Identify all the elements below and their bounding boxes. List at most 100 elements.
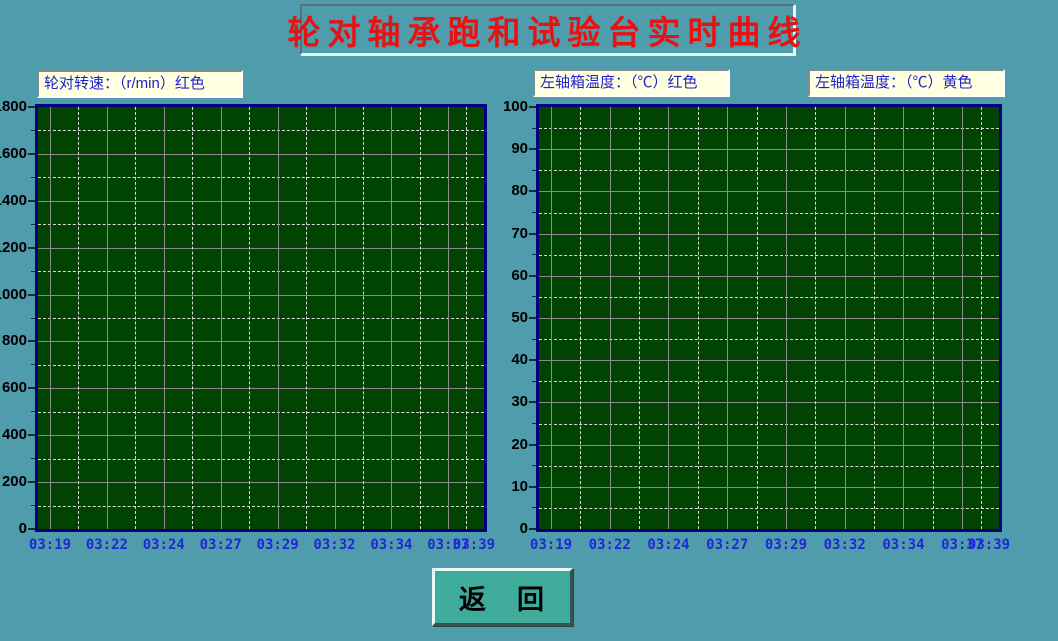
h-gridline (38, 482, 484, 484)
v-gridline (903, 107, 905, 529)
y-tick-mark-minor (532, 380, 536, 382)
h-gridline-minor (38, 271, 484, 273)
x-tick-label: 03:32 (823, 537, 866, 553)
y-tick-mark-minor (31, 317, 35, 319)
y-tick-mark-minor (532, 296, 536, 298)
legend-temp-yellow: 左轴箱温度：（℃）黄色 (808, 69, 1005, 97)
v-gridline-minor (135, 107, 137, 529)
y-tick-label: 40 (511, 351, 528, 369)
v-gridline (727, 107, 729, 529)
y-tick-mark-minor (31, 364, 35, 366)
v-gridline (277, 107, 279, 529)
h-gridline (539, 360, 999, 362)
x-tick-label: 03:39 (967, 537, 1011, 553)
x-tick-label: 03:37 (941, 537, 984, 553)
h-gridline (539, 402, 999, 404)
h-gridline (539, 233, 999, 235)
return-button[interactable]: 返 回 (432, 568, 573, 626)
h-gridline (38, 341, 484, 343)
h-gridline (38, 388, 484, 390)
h-gridline-minor (38, 411, 484, 413)
y-tick-mark (28, 199, 35, 202)
x-tick-label: 03:27 (199, 537, 242, 553)
x-tick-label: 03:34 (370, 537, 413, 553)
v-gridline-minor (756, 107, 758, 529)
h-gridline-minor (539, 507, 999, 509)
y-tick-label: 60 (511, 266, 528, 284)
legend-temp-red: 左轴箱温度：（℃）红色 (533, 69, 730, 97)
x-tick-label: 03:34 (882, 537, 925, 553)
y-tick-label: 1800 (0, 98, 27, 115)
legend-speed-red: 轮对转速：（r/min）红色 (37, 70, 243, 98)
y-tick-mark-minor (532, 338, 536, 340)
v-gridline (448, 107, 450, 529)
x-tick-label: 03:29 (256, 537, 299, 553)
h-gridline-minor (539, 296, 999, 298)
y-tick-mark-minor (31, 176, 35, 178)
x-tick-label: 03:24 (142, 537, 185, 553)
v-gridline-minor (78, 107, 80, 529)
v-gridline-minor (419, 107, 421, 529)
h-gridline-minor (539, 170, 999, 172)
v-gridline (106, 107, 108, 529)
y-tick-mark-minor (532, 254, 536, 256)
y-tick-label: 1600 (0, 144, 27, 162)
v-gridline-minor (980, 107, 982, 529)
h-gridline (38, 153, 484, 155)
h-gridline (38, 200, 484, 202)
h-gridline-minor (539, 212, 999, 214)
h-gridline (539, 486, 999, 488)
x-tick-label: 03:37 (427, 537, 470, 553)
h-gridline-minor (539, 128, 999, 130)
y-tick-mark-minor (31, 411, 35, 413)
x-tick-label: 03:24 (647, 537, 690, 553)
y-tick-label: 100 (502, 98, 528, 115)
x-tick-label: 03:32 (313, 537, 356, 553)
v-gridline-minor (306, 107, 308, 529)
y-tick-mark (28, 340, 35, 343)
h-gridline-minor (38, 505, 484, 507)
y-tick-label: 0 (18, 520, 27, 537)
y-tick-mark (529, 106, 536, 108)
v-gridline-minor (192, 107, 194, 529)
h-gridline (539, 275, 999, 277)
y-tick-mark-minor (532, 423, 536, 424)
v-gridline (391, 107, 393, 529)
h-gridline (38, 435, 484, 437)
y-tick-mark (529, 485, 536, 488)
h-gridline-minor (539, 423, 999, 425)
y-tick-label: 20 (511, 435, 528, 453)
x-tick-label: 03:19 (529, 537, 573, 553)
v-gridline (163, 107, 165, 529)
y-tick-label: 1400 (0, 191, 27, 209)
y-tick-mark-minor (532, 169, 536, 171)
y-tick-mark (529, 359, 536, 362)
y-tick-mark (529, 401, 536, 404)
h-gridline (539, 444, 999, 446)
y-tick-mark-minor (31, 505, 35, 507)
x-tick-label: 03:22 (588, 537, 631, 553)
title-banner: 轮对轴承跑和试验台实时曲线 (288, 4, 801, 55)
y-tick-label: 50 (511, 309, 528, 326)
y-tick-mark-minor (31, 458, 35, 460)
h-gridline (38, 294, 484, 296)
v-gridline-minor (639, 107, 641, 529)
y-tick-label: 10 (511, 477, 528, 495)
v-gridline (844, 107, 846, 529)
h-gridline-minor (539, 254, 999, 256)
y-tick-label: 90 (511, 140, 528, 158)
y-tick-mark (28, 528, 35, 530)
y-tick-mark-minor (31, 129, 35, 131)
y-tick-mark (529, 274, 536, 277)
y-tick-mark (529, 528, 536, 530)
v-gridline-minor (815, 107, 817, 529)
h-gridline-minor (38, 364, 484, 366)
h-gridline-minor (539, 339, 999, 341)
y-tick-mark (28, 106, 35, 108)
y-tick-mark (529, 190, 536, 193)
y-tick-label: 400 (1, 426, 27, 444)
h-gridline-minor (38, 224, 484, 226)
v-gridline (220, 107, 222, 529)
x-tick-label: 03:39 (452, 537, 496, 553)
v-gridline-minor (874, 107, 876, 529)
